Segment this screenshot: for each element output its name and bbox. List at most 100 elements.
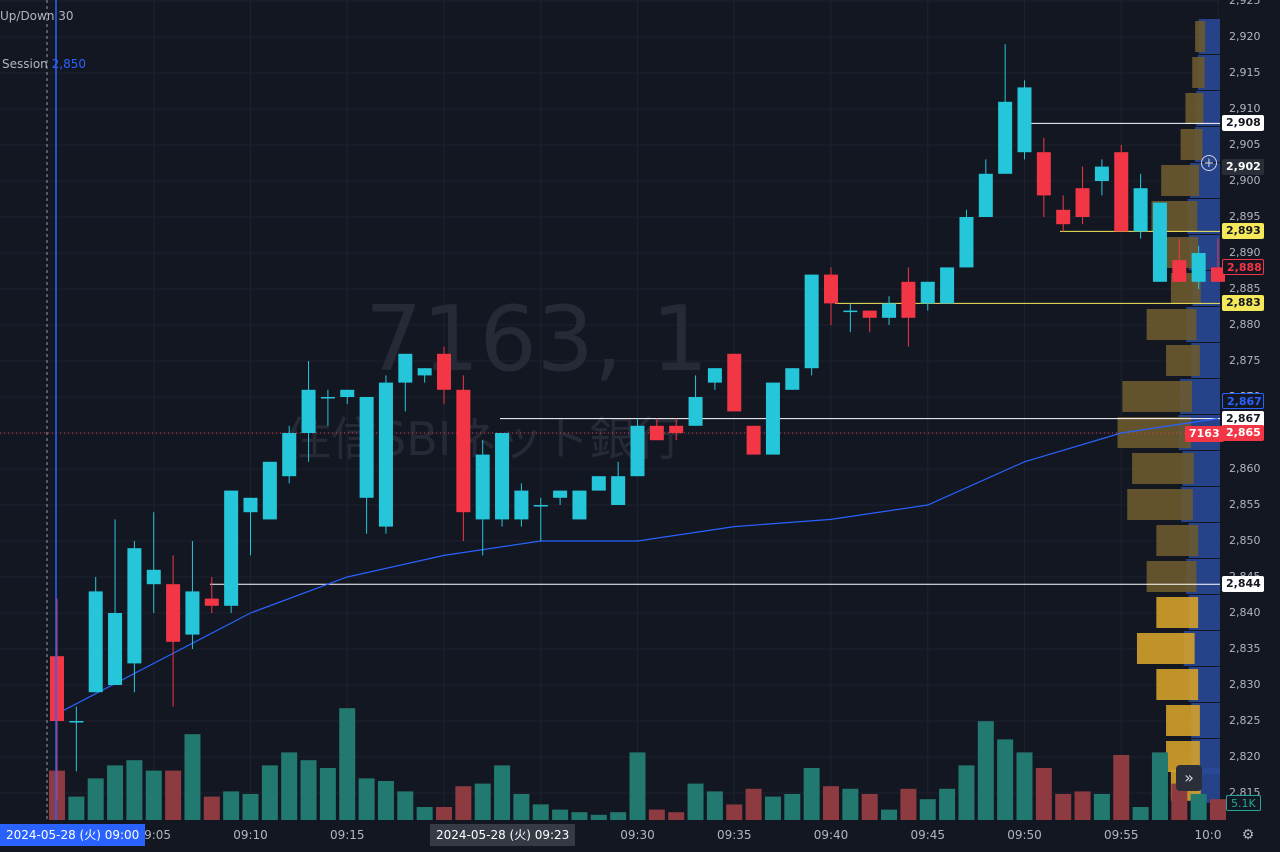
y-tick-label: 2,875 (1229, 354, 1261, 367)
volume-bar (339, 708, 356, 820)
vwap-polyline (56, 418, 1219, 715)
volume-bar (1016, 752, 1033, 820)
volume-bar (281, 752, 298, 820)
volume-bar (107, 765, 124, 820)
candle-body (398, 353, 413, 383)
profile-bar-volume (1166, 705, 1200, 736)
volume-tag: 5.1K (1226, 795, 1261, 811)
x-tick-label: 09:40 (813, 828, 849, 842)
price-tag: 2,844 (1222, 576, 1264, 593)
volume-bar (552, 809, 569, 820)
price-tag: 2,902 (1222, 158, 1264, 175)
candle-body (688, 397, 703, 426)
candle-body (1211, 267, 1225, 282)
volume-bars (49, 708, 1226, 820)
volume-bar (494, 765, 511, 820)
candle-body (1017, 87, 1032, 153)
volume-bar (997, 739, 1014, 820)
candle-body (591, 476, 606, 491)
volume-bar (1035, 768, 1052, 820)
volume-bar (68, 796, 85, 820)
candle-body (301, 389, 316, 433)
y-tick-label: 2,910 (1229, 102, 1261, 115)
profile-bar-volume (1166, 345, 1200, 376)
candle-body (224, 490, 239, 606)
session-legend[interactable]: Session 2,850 (2, 57, 86, 71)
x-tick-label: 09:15 (329, 828, 365, 842)
y-tick-label: 2,830 (1229, 678, 1261, 691)
volume-bar (474, 783, 491, 820)
volume-bar (1132, 807, 1149, 820)
candle-body (533, 505, 548, 507)
volume-bar (1190, 794, 1207, 820)
volume-bar (648, 809, 665, 820)
candle-body (437, 353, 451, 390)
candle-body (166, 584, 181, 642)
price-tag: 2,883 (1222, 295, 1264, 312)
scroll-to-realtime-button[interactable]: » (1176, 765, 1202, 791)
candle-body (262, 461, 277, 520)
x-tick-label: 09:45 (910, 828, 946, 842)
price-tag: 2,888 (1222, 259, 1264, 276)
y-tick-label: 2,915 (1229, 66, 1261, 79)
x-tick-label: 09:10 (233, 828, 268, 842)
candle-body (649, 425, 664, 441)
candle-body (127, 548, 142, 664)
volume-bar (668, 812, 685, 820)
candle-body (495, 433, 510, 520)
volume-bar (397, 791, 414, 820)
volume-bar (319, 768, 336, 820)
candle-body (417, 368, 432, 376)
watermark-code: 7163, 1 (365, 287, 709, 392)
symbol-tag: 7163 (1185, 426, 1224, 442)
candle-body (475, 454, 490, 520)
candle-body (920, 281, 935, 304)
volume-bar (629, 752, 646, 820)
profile-bar-volume (1156, 525, 1199, 556)
volume-bar (1151, 752, 1168, 820)
volume-bar (745, 788, 762, 820)
volume-bar (87, 778, 104, 820)
volume-bar (261, 765, 278, 820)
candle-body (940, 267, 955, 304)
indicator-label: Up/Down (0, 9, 55, 23)
candle-body (50, 656, 64, 721)
y-tick-label: 2,840 (1229, 606, 1261, 619)
volume-bar (571, 812, 588, 820)
profile-bar-volume (1127, 489, 1193, 520)
volume-bar (881, 809, 898, 820)
price-tag: 2,865 (1222, 425, 1264, 441)
volume-bar (358, 778, 375, 820)
y-tick-label: 2,890 (1229, 246, 1261, 259)
indicator-legend[interactable]: Up/Down 30 (0, 9, 74, 23)
profile-bar-volume (1156, 597, 1199, 628)
volume-bar (532, 804, 549, 820)
candle-body (553, 490, 568, 498)
candle-body (282, 433, 297, 477)
volume-bar (145, 770, 162, 820)
y-tick-label: 2,880 (1229, 318, 1261, 331)
y-tick-label: 2,905 (1229, 138, 1261, 151)
candle-body (765, 382, 780, 455)
y-tick-label: 2,850 (1229, 534, 1261, 547)
volume-bar (958, 765, 975, 820)
candle-body (882, 303, 897, 318)
candle-body (630, 425, 645, 477)
volume-bar (842, 788, 859, 820)
x-tick-label: 09:50 (1007, 828, 1042, 842)
add-alert-plus-icon[interactable]: + (1201, 155, 1217, 171)
candle-body (1056, 209, 1071, 225)
x-tick-label: 09:55 (1103, 828, 1139, 842)
candle-body (1133, 188, 1148, 232)
vwap-line (56, 418, 1219, 715)
candle-body (1114, 152, 1129, 232)
profile-bar-volume (1156, 669, 1199, 700)
x-tick-label: 09:35 (716, 828, 752, 842)
volume-bar (203, 796, 220, 820)
y-tick-label: 2,820 (1229, 750, 1261, 763)
y-tick-label: 2,825 (1229, 714, 1261, 727)
gear-icon[interactable]: ⚙ (1241, 827, 1255, 843)
candle-body (456, 389, 471, 513)
price-tag: 2,867 (1222, 410, 1264, 427)
